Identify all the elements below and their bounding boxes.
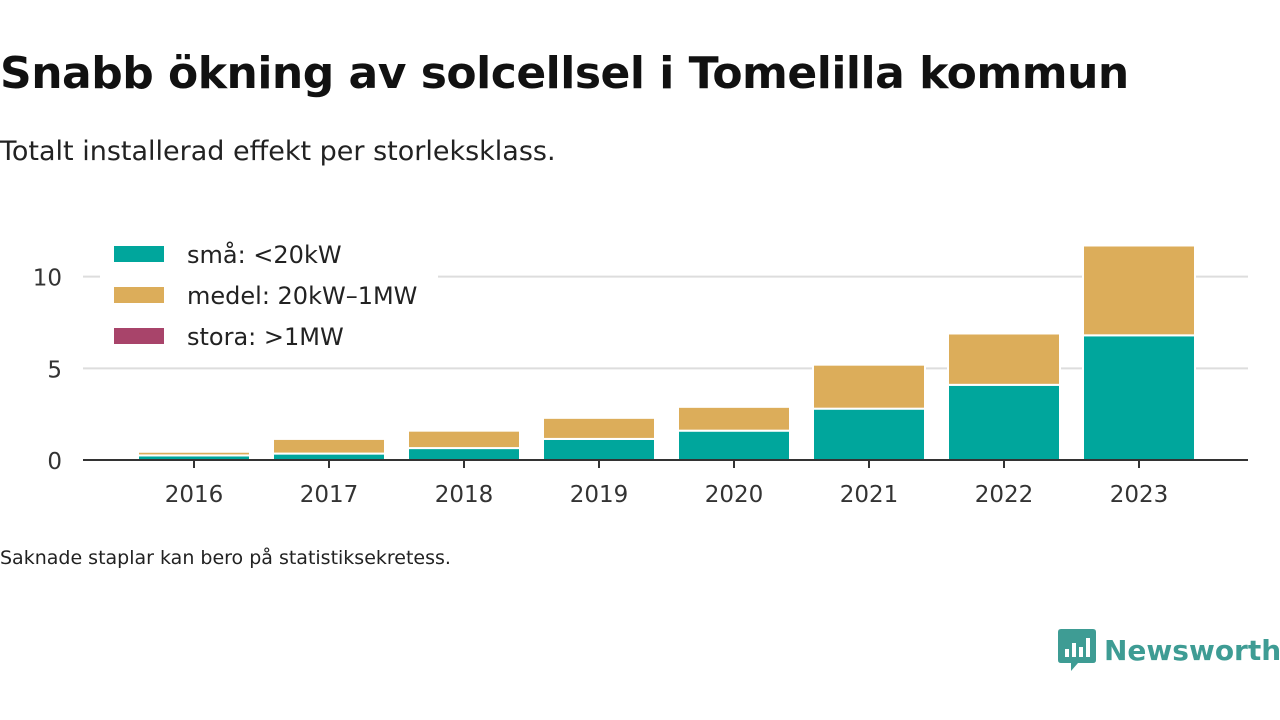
bar-segment bbox=[947, 383, 1061, 462]
bar-segment bbox=[542, 416, 656, 440]
bars bbox=[137, 244, 1196, 462]
x-tick-label: 2022 bbox=[975, 482, 1034, 508]
bar-segment bbox=[407, 447, 521, 462]
y-tick-label: 5 bbox=[47, 357, 62, 383]
bar-segment bbox=[1082, 244, 1196, 337]
bar-segment bbox=[812, 363, 926, 410]
footnote: Saknade staplar kan bero på statistiksek… bbox=[0, 547, 451, 569]
legend-label: små: <20kW bbox=[187, 240, 342, 269]
bar-segment bbox=[137, 450, 251, 457]
legend-swatch bbox=[114, 287, 164, 303]
legend-swatch bbox=[114, 328, 164, 344]
y-tick-label: 10 bbox=[33, 266, 62, 292]
brand-name: Newsworthy bbox=[1104, 633, 1280, 667]
bar-segment bbox=[542, 437, 656, 461]
bar-segment bbox=[677, 429, 791, 461]
x-tick-label: 2019 bbox=[570, 482, 629, 508]
chart-title: Snabb ökning av solcellsel i Tomelilla k… bbox=[0, 48, 1129, 99]
legend-label: stora: >1MW bbox=[187, 323, 344, 351]
stacked-bar-chart: 0 5 10 2016 2017 2018 2019 2020 2021 2022 2023 sm… bbox=[32, 240, 1248, 508]
bar-segment bbox=[407, 429, 521, 450]
bar-segment bbox=[677, 405, 791, 432]
x-tick-label: 2018 bbox=[435, 482, 494, 508]
newsworthy-logo-icon bbox=[1058, 629, 1096, 671]
newsworthy-logo[interactable]: Newsworthy bbox=[1058, 629, 1280, 671]
x-tick-label: 2023 bbox=[1110, 482, 1169, 508]
bar-segment bbox=[1082, 334, 1196, 462]
y-axis-ticks: 0 5 10 bbox=[33, 266, 62, 475]
bar-segment bbox=[272, 437, 386, 455]
x-tick-label: 2021 bbox=[840, 482, 899, 508]
chart-subtitle: Totalt installerad effekt per storlekskl… bbox=[0, 136, 556, 167]
x-tick-label: 2016 bbox=[165, 482, 224, 508]
y-tick-label: 0 bbox=[47, 449, 62, 475]
x-tick-label: 2020 bbox=[705, 482, 764, 508]
legend: små: <20kW medel: 20kW–1MW stora: >1MW bbox=[114, 240, 417, 351]
bar-segment bbox=[812, 407, 926, 461]
x-tick-label: 2017 bbox=[300, 482, 359, 508]
x-axis-ticks: 2016 2017 2018 2019 2020 2021 2022 2023 bbox=[165, 460, 1169, 508]
legend-swatch bbox=[114, 246, 164, 262]
bar-segment bbox=[947, 332, 1061, 386]
legend-label: medel: 20kW–1MW bbox=[187, 282, 417, 310]
